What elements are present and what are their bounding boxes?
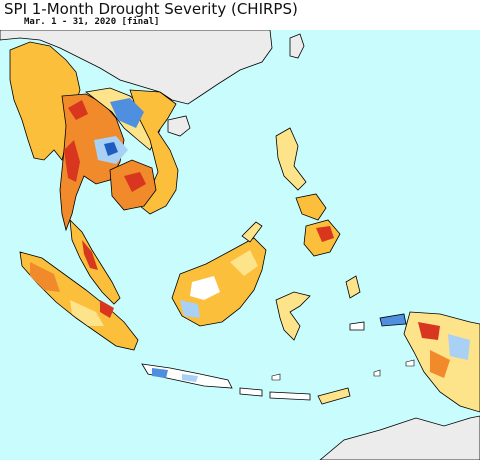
- sumatra-dry: [70, 300, 104, 326]
- wet-patch-laos: [110, 98, 144, 128]
- map-title: SPI 1-Month Drought Severity (CHIRPS): [4, 0, 298, 18]
- sumatra-orange: [30, 262, 60, 292]
- extreme-thailand-west: [64, 140, 80, 182]
- land-flores: [269, 391, 311, 401]
- land-visayas: [295, 193, 327, 221]
- mindanao-red: [316, 226, 334, 242]
- map-header: SPI 1-Month Drought Severity (CHIRPS) Ma…: [0, 0, 480, 30]
- wet-patch-central-2: [104, 142, 118, 156]
- land-australia: [319, 415, 480, 460]
- sumatra-red: [100, 300, 114, 318]
- borneo-dry: [230, 250, 258, 276]
- new-guinea-wet: [448, 334, 470, 360]
- drought-map: [0, 30, 480, 460]
- borneo-white: [190, 276, 220, 300]
- land-taiwan: [289, 33, 305, 59]
- java-wet: [152, 368, 168, 378]
- land-buru: [349, 321, 365, 331]
- land-sulawesi: [275, 291, 311, 341]
- land-halmahera: [345, 275, 361, 299]
- map-date-range: Mar. 1 - 31, 2020 [final]: [24, 17, 160, 27]
- new-guinea-red: [418, 322, 440, 340]
- extreme-peninsula: [82, 240, 98, 270]
- land-timor: [317, 387, 351, 405]
- land-luzon: [275, 127, 307, 191]
- land-bali-lombok: [239, 387, 263, 397]
- extreme-cambodia: [124, 172, 146, 192]
- island-small-1: [271, 373, 281, 381]
- new-guinea-orange: [430, 350, 450, 378]
- land-thailand: [59, 93, 125, 232]
- extreme-thailand-north: [68, 100, 88, 120]
- borneo-wet: [180, 300, 200, 318]
- land-seram: [379, 313, 407, 327]
- java-wet-light: [182, 374, 198, 382]
- land-palawan: [241, 221, 263, 243]
- land-vietnam: [129, 89, 179, 215]
- land-hainan: [167, 115, 191, 137]
- island-small-2: [405, 359, 415, 367]
- island-small-3: [373, 369, 381, 377]
